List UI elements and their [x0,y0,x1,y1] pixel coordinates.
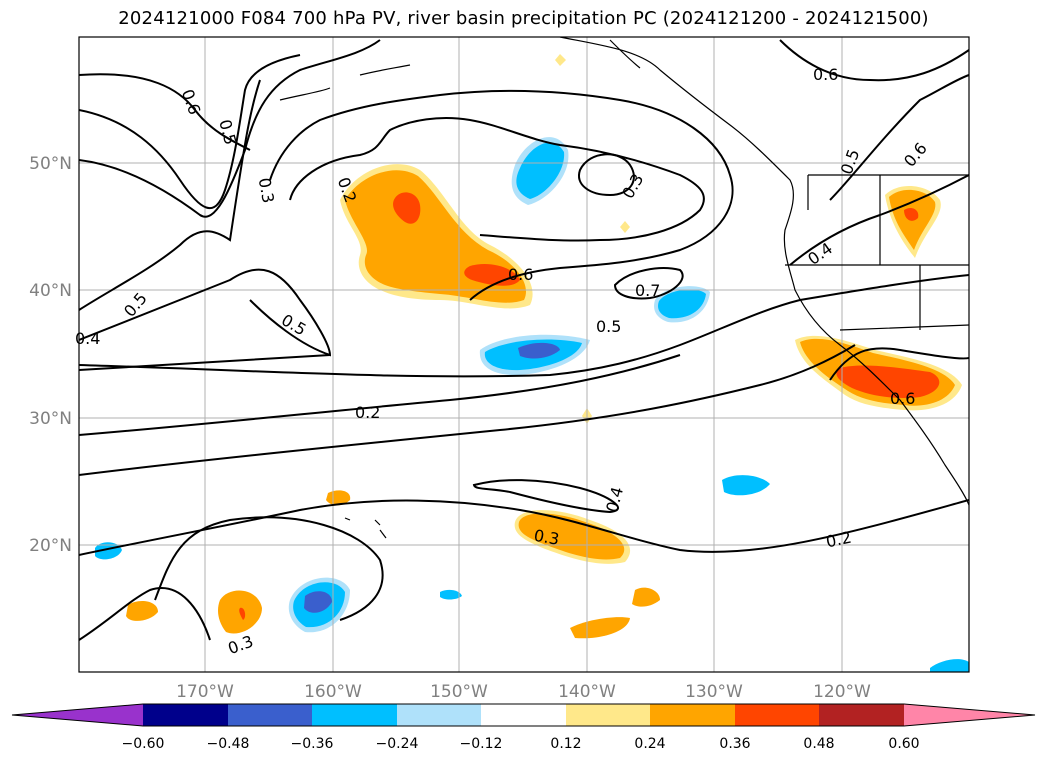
colorbar-tick: −0.60 [122,736,165,752]
gridlines [79,37,969,672]
lon-tick-label: 140°W [558,682,616,702]
positive-pc-area [836,365,940,398]
contour-label: 0.3 [532,526,560,549]
colorbar: −0.60 −0.48 −0.36 −0.24 −0.12 0.12 0.24 … [11,703,1036,752]
negative-pc-area [722,475,770,496]
contour-label: 0.6 [813,65,838,84]
contour-label: 0.4 [75,329,100,348]
contour-label: 0.3 [255,176,278,204]
colorbar-swatch [228,704,312,726]
negative-pc-area [518,342,560,359]
colorbar-tick: 0.36 [719,736,750,752]
lat-axis: 20°N 30°N 40°N 50°N [29,154,72,556]
lat-tick-label: 50°N [29,154,72,174]
positive-pc-area [904,207,919,221]
colorbar-swatch [12,704,143,726]
positive-pc-area [393,192,421,224]
colorbar-swatch [397,704,481,726]
negative-pc-area [304,591,332,613]
pv-contours [79,39,969,641]
colorbar-swatch [481,704,566,726]
lon-tick-label: 170°W [176,682,234,702]
colorbar-tick: 0.48 [803,736,834,752]
colorbar-tick: −0.12 [460,736,503,752]
positive-pc-area [239,607,246,620]
lat-tick-label: 20°N [29,536,72,556]
map-title: 2024121000 F084 700 hPa PV, river basin … [118,8,929,29]
contour-label: 0.5 [596,317,621,336]
colorbar-outline [11,703,1036,727]
colorbar-tick: 0.12 [550,736,581,752]
map-plot-area [79,37,969,672]
lon-axis: 170°W 160°W 150°W 140°W 130°W 120°W [176,682,871,702]
contour-label: 0.2 [824,528,853,552]
contour-label: 0.6 [508,265,533,284]
colorbar-swatch [735,704,819,726]
colorbar-tick: −0.36 [291,736,334,752]
colorbar-tick: −0.48 [207,736,250,752]
colorbar-swatch [819,704,904,726]
colorbar-swatch [566,704,650,726]
positive-pc-area [326,490,351,506]
lon-tick-label: 150°W [430,682,488,702]
positive-pc-area [570,617,630,639]
contour-label: 0.6 [890,389,915,408]
negative-pc-area [516,142,565,199]
colorbar-tick: −0.24 [376,736,419,752]
colorbar-swatch [650,704,735,726]
contour-label: 0.2 [355,403,380,422]
map-frame [78,36,970,673]
negative-pc-area [440,589,462,600]
negative-pc-area [930,659,969,672]
colorbar-tick: 0.60 [888,736,919,752]
contour-label-group: 0.6 0.5 0.3 0.2 0.5 0.4 0.5 0.2 0.6 0.5 … [75,65,931,658]
positive-pc-area [126,600,158,621]
colorbar-swatch [904,704,1035,726]
negative-pc-area [658,289,706,319]
lon-tick-label: 130°W [685,682,743,702]
contour-label: 0.7 [635,281,660,300]
lat-tick-label: 30°N [29,409,72,429]
lon-tick-label: 160°W [304,682,362,702]
lat-tick-label: 40°N [29,281,72,301]
positive-pc-area [620,221,630,233]
colorbar-tick: 0.24 [634,736,665,752]
positive-pc-area [555,54,566,66]
positive-pc-area [518,513,625,560]
colorbar-swatch [312,704,397,726]
lon-tick-label: 120°W [813,682,871,702]
coastlines [279,37,969,539]
positive-pc-area [632,587,660,607]
colorbar-swatch [143,704,228,726]
